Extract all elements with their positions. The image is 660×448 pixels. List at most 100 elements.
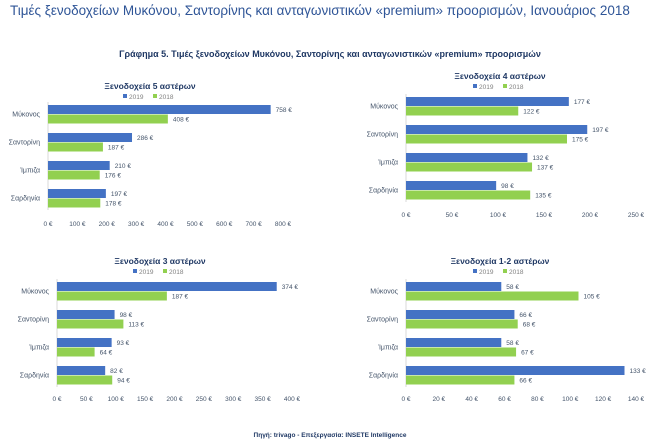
bar-2019 [406,310,515,319]
figure-title: Γράφημα 5. Τιμές ξενοδοχείων Μυκόνου, Σα… [119,49,541,59]
category-label: Μύκονος [370,103,398,111]
bar-2018 [406,375,515,385]
bar-2019 [48,161,110,170]
chart-title: Ξενοδοχεία 5 αστέρων [104,81,196,91]
bar-2019 [406,282,502,291]
x-tick-label: 0 € [52,396,61,403]
source-note: Πηγή: trivago - Επεξεργασία: INSETE Inte… [253,432,407,439]
category-label: Σαντορίνη [367,316,398,324]
data-label: 82 € [110,368,123,375]
legend-swatch [163,269,167,273]
bar-2019 [406,153,528,162]
x-tick-label: 80 € [531,396,544,403]
category-label: Ίμπιζα [377,345,398,352]
data-label: 175 € [572,137,589,144]
chart-title: Ξενοδοχεία 3 αστέρων [114,256,206,266]
legend-label: 2018 [159,94,174,101]
legend-label: 2019 [129,94,144,101]
x-tick-label: 300 € [128,221,145,228]
category-label: Ίμπιζα [377,160,398,167]
x-tick-label: 50 € [446,212,459,219]
bar-2018 [406,291,579,301]
bar-2019 [406,125,588,134]
bar-2018 [406,134,567,144]
data-label: 58 € [506,284,519,291]
legend-swatch [473,84,477,88]
bar-2019 [406,366,625,375]
category-label: Ίμπιζα [19,168,40,175]
page-title: Τιμές ξενοδοχείων Μυκόνου, Σαντορίνης κα… [10,3,630,18]
data-label: 408 € [173,117,190,124]
category-label: Σαρδηνία [369,187,398,195]
data-label: 93 € [117,340,130,347]
data-label: 133 € [630,368,647,375]
legend-label: 2019 [479,269,494,276]
legend-label: 2018 [509,269,524,276]
data-label: 113 € [128,322,144,329]
data-label: 94 € [117,378,130,385]
bar-2019 [406,97,569,106]
x-tick-label: 500 € [187,221,204,228]
category-label: Ίμπιζα [28,345,49,352]
x-tick-label: 200 € [582,212,599,219]
x-tick-label: 400 € [284,396,301,403]
data-label: 122 € [523,109,540,116]
x-tick-label: 20 € [433,396,446,403]
category-label: Σαρδηνία [369,372,398,380]
x-tick-label: 300 € [225,396,242,403]
x-tick-label: 100 € [490,212,507,219]
bar-2018 [406,190,531,200]
bar-2019 [48,105,271,114]
data-label: 137 € [537,165,554,172]
data-label: 178 € [105,201,122,208]
bar-2018 [57,319,124,329]
data-label: 197 € [111,191,128,198]
legend-label: 2018 [169,269,184,276]
bar-2019 [57,310,115,319]
x-tick-label: 100 € [562,396,579,403]
x-tick-label: 150 € [137,396,154,403]
bar-2018 [48,170,100,180]
bar-2018 [48,114,168,124]
x-tick-label: 250 € [196,396,213,403]
data-label: 374 € [282,284,299,291]
bar-2018 [48,142,103,152]
x-tick-label: 800 € [275,221,292,228]
bar-2019 [57,338,112,347]
data-label: 132 € [532,155,549,162]
data-label: 176 € [105,173,122,180]
data-label: 210 € [115,163,132,170]
data-label: 286 € [137,135,154,142]
data-label: 187 € [108,145,125,152]
bar-2018 [57,375,113,385]
category-label: Σαντορίνη [367,131,398,139]
data-label: 105 € [584,294,601,301]
x-tick-label: 400 € [157,221,174,228]
category-label: Σαντορίνη [18,316,49,324]
category-label: Μύκονος [370,288,398,296]
bar-2019 [57,282,277,291]
x-tick-label: 50 € [80,396,93,403]
chart-title: Ξενοδοχεία 1-2 αστέρων [451,256,550,266]
bar-2019 [406,338,502,347]
data-label: 68 € [523,322,536,329]
data-label: 197 € [592,127,609,134]
x-tick-label: 0 € [43,221,52,228]
x-tick-label: 40 € [465,396,478,403]
category-label: Μύκονος [12,111,40,119]
legend-swatch [133,269,137,273]
x-tick-label: 600 € [216,221,233,228]
x-tick-label: 0 € [401,396,410,403]
bar-2019 [48,133,133,142]
x-tick-label: 200 € [166,396,183,403]
data-label: 64 € [100,350,113,357]
bar-2018 [406,347,517,357]
legend-swatch [503,269,507,273]
bar-2018 [57,347,95,357]
data-label: 758 € [276,107,293,114]
x-tick-label: 120 € [595,396,612,403]
data-label: 66 € [519,312,532,319]
chart-title: Ξενοδοχεία 4 αστέρων [454,71,546,81]
legend-label: 2019 [139,269,154,276]
